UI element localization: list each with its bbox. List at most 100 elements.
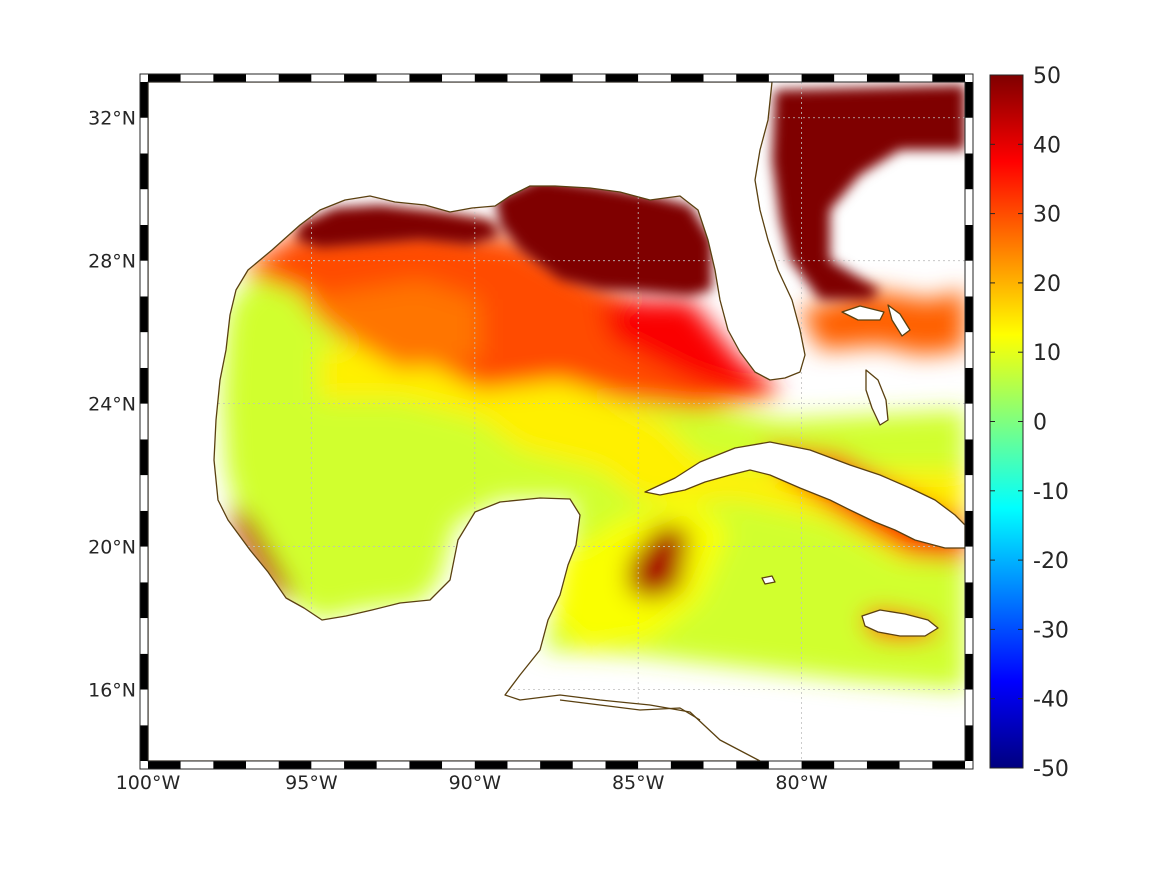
frame-stripe-top — [703, 74, 737, 82]
frame-stripe-bottom — [474, 761, 508, 769]
frame-stripe-left — [140, 403, 148, 440]
frame-stripe-right — [965, 332, 973, 368]
frame-stripe-left — [140, 296, 148, 333]
coastline-jamaica — [861, 609, 939, 637]
frame-stripe-right — [965, 689, 973, 726]
frame-stripe-right — [965, 117, 973, 154]
frame-stripe-left — [140, 689, 148, 726]
latitude-tick-label: 24°N — [88, 394, 136, 416]
frame-stripe-bottom — [703, 761, 737, 769]
coastline-honduras — [559, 699, 701, 721]
frame-stripe-left — [140, 224, 148, 261]
frame-stripe-bottom — [507, 761, 541, 769]
longitude-tick-label: 95°W — [285, 772, 338, 794]
frame-stripe-right — [965, 618, 973, 654]
frame-stripe-left — [140, 82, 148, 118]
frame-stripe-top — [605, 74, 639, 82]
frame-stripe-bottom — [899, 761, 933, 769]
land-mask — [148, 82, 965, 761]
frame-stripe-right — [965, 367, 973, 404]
longitude-tick-label: 100°W — [116, 772, 181, 794]
frame-stripe-bottom — [278, 761, 312, 769]
frame-stripe-left — [140, 582, 148, 619]
frame-stripe-right — [965, 260, 973, 297]
frame-stripe-right — [965, 189, 973, 225]
field-region-bay-of-campeche-shore — [232, 505, 294, 600]
frame-stripe-left — [140, 546, 148, 583]
frame-stripe-bottom — [311, 761, 345, 769]
frame-stripe-top — [736, 74, 769, 82]
frame-stripe-top — [834, 74, 867, 82]
frame-inner-border — [147, 81, 966, 762]
field-region-mississippi-delta-to-florida-bend — [495, 178, 712, 296]
field-region-yucatan-channel-eddy — [628, 525, 690, 600]
frame-stripe-bottom — [638, 761, 671, 769]
frame-stripe-right — [965, 582, 973, 619]
frame-stripe-top — [180, 74, 214, 82]
field-region-nw-gulf-coast-band — [296, 205, 500, 248]
frame-stripe-bottom — [866, 761, 900, 769]
frame-stripe-bottom — [180, 761, 214, 769]
frame-stripe-right — [965, 475, 973, 511]
field-region-bahamas-banks — [800, 290, 965, 355]
frame-stripe-right — [965, 153, 973, 190]
frame-stripe-left — [140, 260, 148, 297]
frame-stripe-left — [140, 653, 148, 690]
frame-stripe-top — [932, 74, 965, 82]
frame-stripe-right — [965, 725, 973, 761]
longitude-tick-label: 80°W — [775, 772, 828, 794]
frame-stripe-top — [507, 74, 541, 82]
frame-stripe-bottom — [572, 761, 606, 769]
frame-stripe-right — [965, 439, 973, 476]
frame-stripe-bottom — [213, 761, 247, 769]
longitude-tick-label: 90°W — [449, 772, 502, 794]
coastline-isle-of-youth — [761, 575, 776, 585]
colorbar-tick-label: -10 — [1033, 480, 1069, 505]
coastline-us-gulf — [148, 82, 806, 761]
frame-stripe-top — [148, 74, 181, 82]
frame-stripe-top — [474, 74, 508, 82]
frame-stripe-bottom — [442, 761, 475, 769]
colorbar-tick-label: -20 — [1033, 549, 1069, 574]
frame-stripe-right — [965, 224, 973, 261]
field-region-central-north-gulf — [300, 280, 480, 370]
frame-stripe-left — [140, 117, 148, 154]
field-region-atlantic-off-georgia-carolina — [772, 85, 965, 300]
frame-stripe-left — [140, 367, 148, 404]
frame-stripe-bottom — [834, 761, 867, 769]
colorbar-ramp — [989, 74, 1024, 769]
frame-stripe-bottom — [801, 761, 835, 769]
frame-stripe-bottom — [246, 761, 279, 769]
frame-stripe-right — [965, 653, 973, 690]
frame-stripe-right — [965, 82, 973, 118]
frame-stripe-top — [376, 74, 410, 82]
frame-stripe-top — [866, 74, 900, 82]
frame-stripe-top — [899, 74, 933, 82]
colorbar: 50 40 30 20 10 0 -10 -20 -30 -40 -50 — [989, 64, 1069, 782]
frame-stripe-top — [768, 74, 802, 82]
colorbar-tick-label: -30 — [1033, 618, 1069, 643]
coastline-andros-island — [865, 369, 889, 426]
frame-stripe-left — [140, 618, 148, 654]
colorbar-tick-label: -50 — [1033, 757, 1069, 782]
frame-stripe-bottom — [409, 761, 443, 769]
frame-stripe-top — [638, 74, 671, 82]
frame-stripe-bottom — [376, 761, 410, 769]
colorbar-tick-label: 40 — [1033, 133, 1061, 158]
frame-stripe-right — [965, 296, 973, 333]
frame-stripe-bottom — [540, 761, 573, 769]
frame-stripe-top — [442, 74, 475, 82]
field-region-west-florida-shelf — [600, 300, 780, 396]
frame-stripe-left — [140, 153, 148, 190]
frame-stripe-top — [246, 74, 279, 82]
colorbar-ticks: 50 40 30 20 10 0 -10 -20 -30 -40 -50 — [990, 64, 1069, 782]
frame-stripe-left — [140, 475, 148, 511]
frame-stripe-right — [965, 510, 973, 547]
colorbar-tick-label: 50 — [1033, 64, 1061, 89]
colorbar-tick-label: 10 — [1033, 341, 1061, 366]
colorbar-tick-label: 30 — [1033, 203, 1061, 228]
frame-stripe-right — [965, 403, 973, 440]
latitude-tick-label: 20°N — [88, 537, 136, 559]
frame-stripe-top — [213, 74, 247, 82]
